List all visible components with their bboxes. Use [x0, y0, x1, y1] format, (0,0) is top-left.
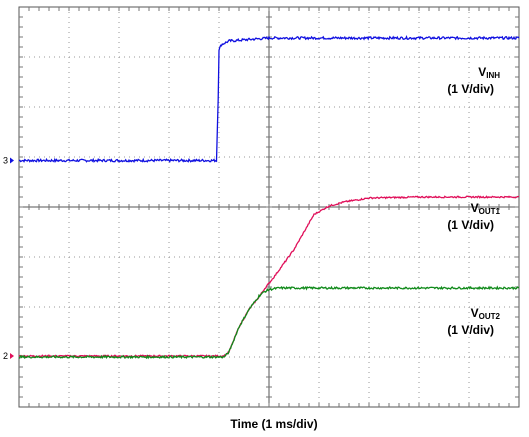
series-scale-vout1: (1 V/div) [447, 218, 494, 232]
series-scale-vinh: (1 V/div) [447, 82, 494, 96]
series-label-vout2: VOUT2 [471, 306, 501, 321]
channel-marker-vinh: 3 [3, 156, 8, 166]
channel-marker-arrow [10, 353, 14, 359]
trace-group [18, 35, 520, 360]
trace-vout2 [18, 285, 519, 360]
channel-marker-arrow [10, 157, 14, 164]
series-scale-vout2: (1 V/div) [447, 323, 494, 337]
series-label-vout1: VOUT1 [471, 201, 501, 216]
trace-vinh [18, 35, 520, 163]
channel-marker-vout1: 2 [3, 351, 8, 361]
label-group: 3 VINH (1 V/div) 2 VOUT1 (1 V/div) VOUT2 (1 V/d… [3, 65, 501, 361]
trace-vout1 [18, 195, 519, 358]
graticule-grid [18, 6, 520, 408]
x-axis-label: Time (1 ms/div) [230, 417, 317, 431]
series-label-vinh: VINH [478, 65, 500, 80]
